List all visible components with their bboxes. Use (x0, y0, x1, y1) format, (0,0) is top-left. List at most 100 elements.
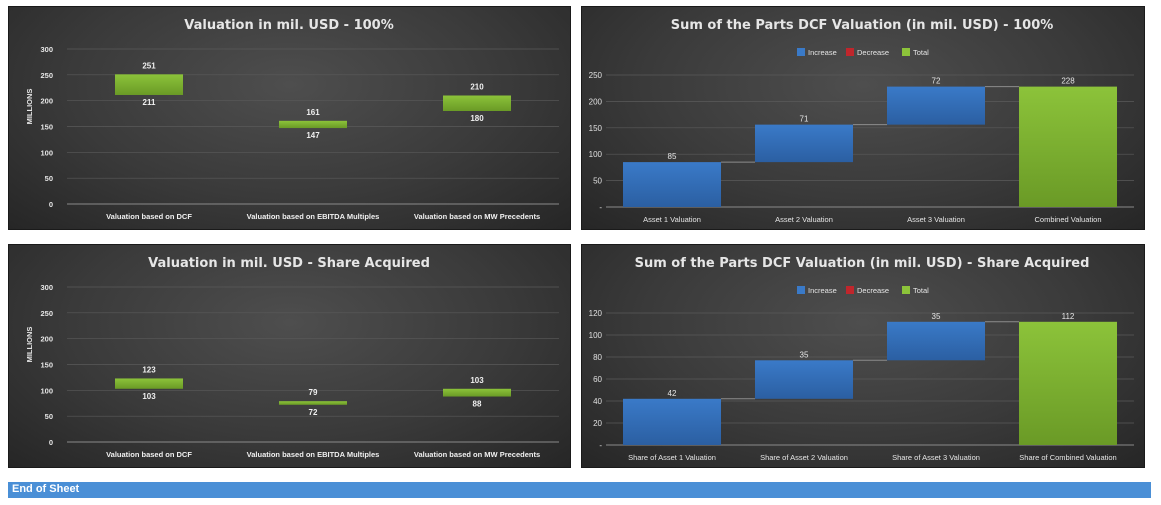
legend-label-total: Total (913, 286, 929, 295)
y-tick-label: 250 (40, 309, 53, 318)
data-label: 228 (1061, 77, 1075, 86)
legend-label-total: Total (913, 48, 929, 57)
valuation-range-chart-share: Valuation in mil. USD - Share Acquired MI… (8, 244, 571, 468)
y-axis-label: MILLIONS (25, 327, 34, 363)
y-tick-label: 200 (40, 335, 53, 344)
y-tick-label: - (599, 203, 602, 212)
end-of-sheet-label: End of Sheet (12, 483, 80, 495)
high-value-label: 161 (306, 108, 320, 117)
x-category-label: Valuation based on DCF (106, 450, 192, 459)
end-of-sheet-bar: End of Sheet (8, 482, 1151, 498)
low-value-label: 72 (309, 408, 318, 417)
data-label: 72 (932, 77, 941, 86)
y-tick-label: 50 (45, 174, 53, 183)
legend-swatch-decrease (846, 286, 854, 294)
high-value-label: 251 (142, 61, 156, 70)
high-value-label: 103 (470, 376, 484, 385)
legend-swatch-total (902, 48, 910, 56)
x-category-label: Asset 3 Valuation (907, 215, 965, 224)
range-bar (115, 378, 183, 389)
chart-title: Sum of the Parts DCF Valuation (in mil. … (671, 18, 1054, 33)
increase-bar (623, 398, 721, 445)
high-value-label: 123 (142, 365, 156, 374)
x-category-label: Share of Asset 2 Valuation (760, 453, 848, 462)
y-tick-label: 60 (593, 375, 602, 384)
range-bar (115, 74, 183, 95)
y-tick-label: 0 (49, 438, 53, 447)
y-tick-label: 20 (593, 419, 602, 428)
legend-label-decrease: Decrease (857, 286, 889, 295)
y-axis-label: MILLIONS (25, 89, 34, 125)
low-value-label: 147 (306, 131, 320, 140)
x-category-label: Valuation based on EBITDA Multiples (247, 212, 380, 221)
sotp-waterfall-chart-share-svg: Sum of the Parts DCF Valuation (in mil. … (589, 256, 1134, 462)
low-value-label: 211 (143, 98, 156, 107)
increase-bar (755, 360, 853, 399)
y-tick-label: 150 (40, 361, 53, 370)
y-tick-label: 250 (40, 71, 53, 80)
increase-bar (755, 124, 853, 163)
y-tick-label: 120 (589, 309, 603, 318)
x-category-label: Valuation based on MW Precedents (414, 212, 540, 221)
valuation-range-chart-100: Valuation in mil. USD - 100% MILLIONS 0 50 1… (8, 6, 571, 230)
legend-swatch-increase (797, 48, 805, 56)
x-category-label: Valuation based on EBITDA Multiples (247, 450, 380, 459)
sotp-waterfall-chart-share: Sum of the Parts DCF Valuation (in mil. … (581, 244, 1145, 468)
increase-bar (623, 162, 721, 207)
chart-title: Valuation in mil. USD - 100% (184, 18, 393, 33)
data-label: 71 (800, 115, 809, 124)
data-label: 42 (668, 389, 677, 398)
legend-label-increase: Increase (808, 286, 837, 295)
data-label: 112 (1062, 312, 1075, 321)
y-tick-label: 300 (40, 283, 53, 292)
y-tick-label: 50 (45, 412, 53, 421)
legend-swatch-decrease (846, 48, 854, 56)
x-category-label: Share of Asset 3 Valuation (892, 453, 980, 462)
y-tick-label: 100 (40, 386, 53, 395)
x-category-label: Asset 1 Valuation (643, 215, 701, 224)
range-bar (279, 401, 347, 405)
y-tick-label: 250 (589, 71, 603, 80)
total-bar (1019, 86, 1117, 207)
range-bar (443, 95, 511, 111)
x-category-label: Share of Asset 1 Valuation (628, 453, 716, 462)
x-category-label: Valuation based on MW Precedents (414, 450, 540, 459)
y-tick-label: - (599, 441, 602, 450)
y-tick-label: 150 (40, 123, 53, 132)
data-label: 35 (800, 350, 809, 359)
range-bar (279, 120, 347, 129)
range-bar (443, 388, 511, 397)
y-tick-label: 100 (589, 150, 603, 159)
y-tick-label: 150 (589, 124, 603, 133)
chart-title: Sum of the Parts DCF Valuation (in mil. … (635, 256, 1090, 271)
data-label: 85 (668, 152, 677, 161)
increase-bar (887, 321, 985, 361)
high-value-label: 79 (309, 388, 318, 397)
high-value-label: 210 (470, 83, 484, 92)
y-tick-label: 300 (40, 45, 53, 54)
y-tick-label: 80 (593, 353, 602, 362)
legend-label-decrease: Decrease (857, 48, 889, 57)
y-tick-label: 200 (589, 97, 603, 106)
x-category-label: Valuation based on DCF (106, 212, 192, 221)
legend-label-increase: Increase (808, 48, 837, 57)
increase-bar (887, 86, 985, 125)
sotp-waterfall-chart-100-svg: Sum of the Parts DCF Valuation (in mil. … (589, 18, 1134, 224)
data-label: 35 (932, 312, 941, 321)
low-value-label: 180 (470, 114, 484, 123)
valuation-range-chart-share-svg: Valuation in mil. USD - Share Acquired MI… (25, 256, 559, 459)
chart-title: Valuation in mil. USD - Share Acquired (148, 256, 430, 271)
y-tick-label: 100 (589, 331, 603, 340)
y-tick-label: 50 (593, 177, 602, 186)
low-value-label: 103 (142, 392, 156, 401)
y-tick-label: 100 (40, 148, 53, 157)
legend-swatch-increase (797, 286, 805, 294)
sotp-waterfall-chart-100: Sum of the Parts DCF Valuation (in mil. … (581, 6, 1145, 230)
valuation-range-chart-100-svg: Valuation in mil. USD - 100% MILLIONS 0 50 1… (25, 18, 559, 221)
x-category-label: Combined Valuation (1035, 215, 1102, 224)
y-tick-label: 200 (40, 97, 53, 106)
total-bar (1019, 321, 1117, 445)
low-value-label: 88 (473, 400, 482, 409)
y-tick-label: 40 (593, 397, 602, 406)
x-category-label: Asset 2 Valuation (775, 215, 833, 224)
